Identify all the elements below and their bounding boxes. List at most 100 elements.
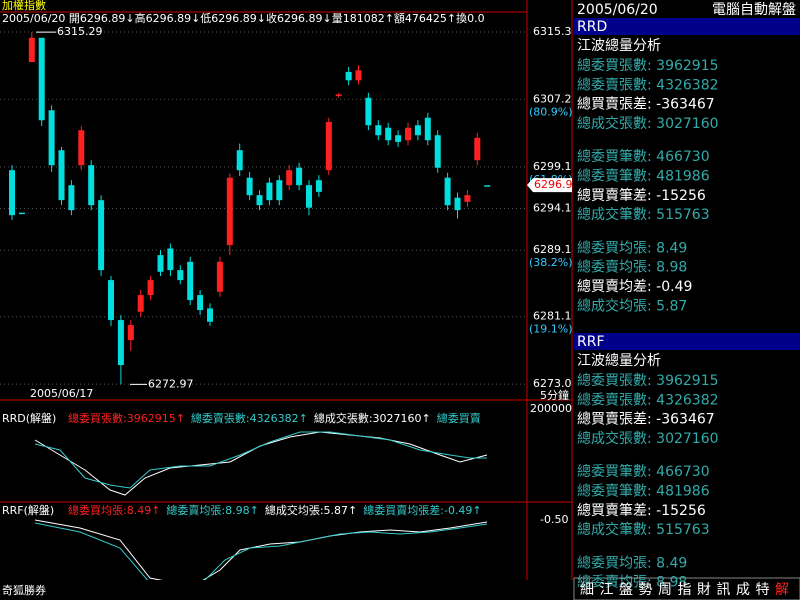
section-name: RRF — [577, 334, 605, 350]
section-name: RRD — [577, 19, 607, 35]
stat-line: 總成交筆數: 515763 — [577, 206, 710, 223]
candle-body — [256, 195, 263, 206]
y-tick-label: 6307.2 — [533, 92, 572, 105]
stat-line: 總買賣筆差: -15256 — [577, 502, 706, 519]
stat-line: 總買賣筆差: -15256 — [577, 187, 706, 204]
panel-date: 2005/06/20 — [577, 2, 658, 18]
stat-line: 總委賣筆數: 481986 — [577, 168, 710, 185]
candle-body — [484, 185, 491, 187]
menu-item: 細 — [580, 582, 594, 598]
indicator-item: 總成交均張:5.87↑ — [265, 503, 357, 517]
indicator-line — [34, 431, 488, 496]
menu-item: 勢 — [639, 582, 653, 598]
y-tick-label: 6273.0 — [533, 377, 572, 390]
fib-label: (38.2%) — [529, 256, 573, 269]
y-tick-label: 6299.1 — [533, 160, 572, 173]
candle-body — [345, 71, 352, 81]
section-heading: 江波總量分析 — [577, 352, 661, 369]
candle-body — [226, 177, 233, 246]
stat-line: 總委賣筆數: 481986 — [577, 483, 710, 500]
y-tick-label: 6315.3 — [533, 25, 572, 38]
brand: 奇狐勝券 — [2, 583, 46, 597]
indicator-scale: -0.50 — [540, 513, 568, 526]
candle-body — [88, 165, 95, 206]
candle-body — [434, 135, 441, 168]
stat-line: 總委賣張數: 4326382 — [577, 391, 719, 408]
candle-body — [444, 177, 451, 206]
stat-line: 總買賣張差: -363467 — [577, 411, 715, 428]
stat-line: 總委賣均張: 8.98 — [577, 574, 687, 591]
indicator-item: 總委買張數:3962915↑ — [68, 411, 185, 425]
indicator-line — [34, 522, 488, 586]
price-tag — [527, 178, 572, 193]
candle-body — [454, 197, 461, 211]
quote-line: 2005/06/20 開6296.89↓高6296.89↓低6296.89↓收6… — [2, 11, 485, 25]
candle-body — [38, 37, 45, 121]
stat-line: 總委買張數: 3962915 — [577, 372, 719, 389]
candle-body — [355, 70, 362, 81]
low-label: 6272.97 — [148, 377, 194, 390]
candle-body — [207, 308, 213, 322]
stat-line: 總成交張數: 3027160 — [577, 115, 719, 132]
indicator-item: 總委買均張:8.49↑ — [68, 503, 160, 517]
fib-label: (19.1%) — [529, 323, 573, 336]
candle-body — [147, 280, 154, 296]
menu-item: 財 — [697, 582, 711, 598]
candle-body — [474, 137, 481, 161]
indicator-item: 總委賣張數:4326382↑ — [191, 411, 308, 425]
interval-label: 5分鐘 — [540, 388, 569, 402]
indicator-item: 總成交張數:3027160↑ — [314, 411, 431, 425]
candle-body — [365, 97, 372, 126]
candle-body — [335, 94, 342, 97]
fib-label: (80.9%) — [529, 105, 573, 118]
indicator-item: 總委買賣 — [437, 411, 481, 425]
candle-body — [48, 110, 55, 166]
candle-body — [296, 167, 303, 186]
candle-body — [266, 182, 273, 201]
indicator-line — [34, 519, 488, 584]
candle-body — [405, 127, 411, 141]
y-tick-label: 6281.1 — [533, 310, 572, 323]
candle-body — [117, 320, 124, 366]
candle-body — [325, 121, 332, 171]
candle-body — [276, 180, 283, 201]
candle-body — [18, 212, 25, 215]
y-tick-label: 6294.1 — [533, 201, 572, 214]
stat-line: 總買賣張差: -363467 — [577, 96, 715, 113]
indicator-name: RRF(解盤) — [2, 503, 54, 517]
candle-body — [424, 117, 431, 141]
indicator-scale: 200000 — [530, 402, 572, 415]
price-tag-label: 6296.9 — [534, 178, 573, 191]
section-header — [574, 333, 800, 350]
candle-body — [315, 180, 322, 192]
candle-body — [98, 200, 105, 271]
stat-line: 總委買均張: 8.49 — [577, 554, 687, 571]
stat-line: 總委買筆數: 466730 — [577, 148, 710, 165]
stat-line: 總委買張數: 3962915 — [577, 57, 719, 74]
indicator-item: 總委賣均張:8.98↑ — [166, 503, 258, 517]
section-header — [574, 18, 800, 35]
stat-line: 總委賣均張: 8.98 — [577, 259, 687, 276]
candle-body — [177, 270, 184, 281]
date-label: 2005/06/17 — [30, 387, 93, 400]
candle-body — [9, 170, 15, 216]
candle-body — [108, 280, 114, 321]
candle-body — [286, 170, 293, 186]
menu-item: 成 — [736, 582, 750, 598]
candle-body — [28, 37, 35, 62]
section-heading: 江波總量分析 — [577, 37, 661, 54]
menu-item: 盤 — [619, 582, 633, 598]
candle-body — [385, 127, 392, 141]
candle-body — [464, 195, 471, 202]
candle-body — [187, 261, 194, 301]
candle-body — [414, 125, 421, 136]
candle-body — [127, 325, 134, 341]
candle-body — [78, 130, 85, 166]
chart-title: 加權指數 — [2, 0, 46, 12]
candle-body — [395, 135, 402, 142]
candle-body — [246, 177, 253, 196]
stat-line: 總買賣均差: -0.49 — [577, 278, 692, 295]
panel-title: 電腦自動解盤 — [712, 2, 796, 18]
